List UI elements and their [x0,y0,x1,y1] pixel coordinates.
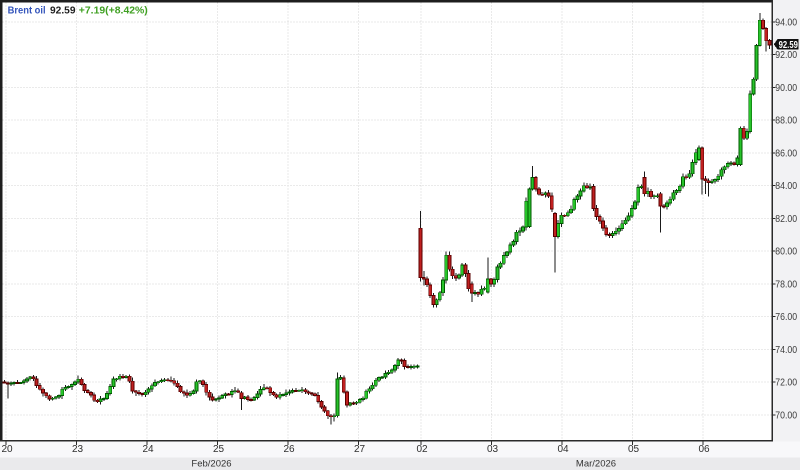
svg-text:94.00: 94.00 [775,17,797,28]
svg-text:74.00: 74.00 [775,345,797,356]
svg-text:03: 03 [487,444,499,455]
svg-text:84.00: 84.00 [775,181,797,192]
svg-text:76.00: 76.00 [775,312,797,323]
svg-text:86.00: 86.00 [775,148,797,159]
svg-text:92.00: 92.00 [775,50,797,61]
svg-text:02: 02 [416,444,428,455]
svg-text:06: 06 [698,444,710,455]
svg-text:82.00: 82.00 [775,214,797,225]
svg-text:27: 27 [354,444,366,455]
svg-text:70.00: 70.00 [775,410,797,421]
svg-text:23: 23 [72,444,84,455]
svg-text:72.00: 72.00 [775,378,797,389]
svg-text:88.00: 88.00 [775,116,797,127]
svg-text:25: 25 [213,444,225,455]
svg-text:90.00: 90.00 [775,83,797,94]
svg-text:Feb/2026: Feb/2026 [191,459,231,470]
svg-text:92.59: 92.59 [779,39,798,51]
svg-text:04: 04 [557,444,569,455]
svg-text:Mar/2026: Mar/2026 [576,459,616,470]
svg-text:24: 24 [142,444,154,455]
svg-text:92.59: 92.59 [50,5,76,16]
svg-text:80.00: 80.00 [775,247,797,258]
svg-text:05: 05 [628,444,640,455]
svg-text:Brent oil: Brent oil [8,5,46,16]
svg-text:78.00: 78.00 [775,279,797,290]
svg-text:20: 20 [1,444,13,455]
svg-text:26: 26 [283,444,295,455]
svg-text:+7.19(+8.42%): +7.19(+8.42%) [79,5,148,16]
